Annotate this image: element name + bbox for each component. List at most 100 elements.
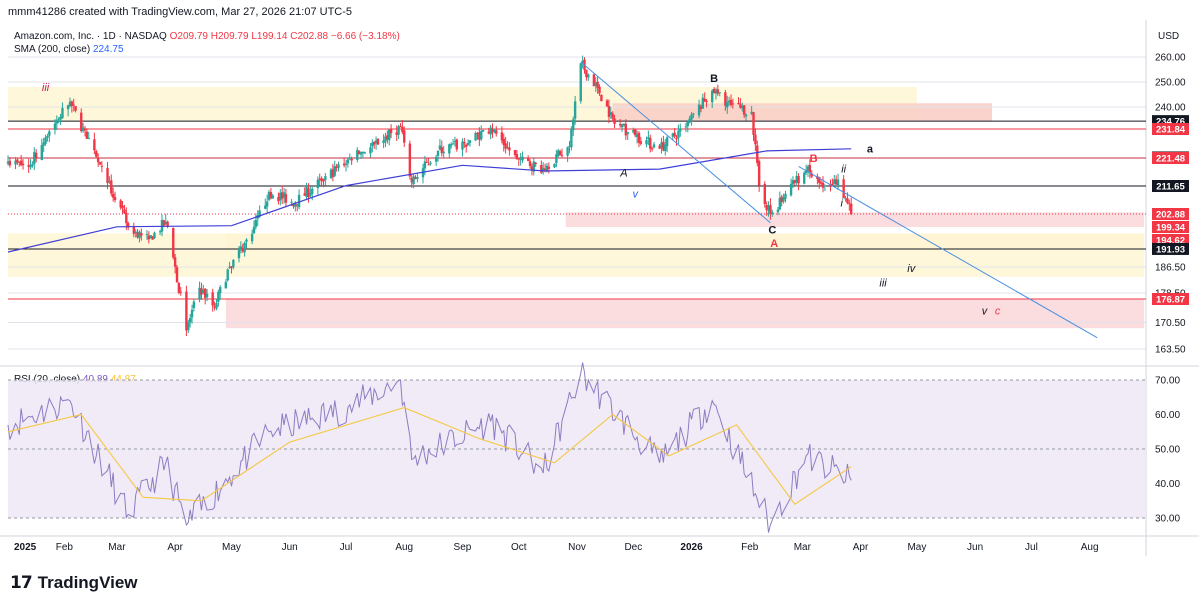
candle-body bbox=[203, 288, 207, 298]
candle-body bbox=[333, 166, 336, 176]
candle-body bbox=[134, 231, 137, 234]
candle-body bbox=[491, 128, 494, 133]
candle-body bbox=[192, 301, 196, 308]
candle-body bbox=[123, 209, 126, 214]
candle-body bbox=[673, 132, 676, 137]
candle-body bbox=[401, 126, 404, 133]
candle-body bbox=[271, 195, 274, 199]
candle-body bbox=[594, 82, 597, 86]
candle-body bbox=[726, 102, 729, 108]
candle-body bbox=[200, 288, 203, 295]
candle-body bbox=[771, 212, 774, 215]
candle-body bbox=[605, 100, 609, 107]
candle-body bbox=[425, 161, 428, 163]
time-tick-label: Aug bbox=[1081, 542, 1099, 553]
price-tag-bg bbox=[1152, 242, 1189, 255]
candle-body bbox=[506, 147, 509, 149]
candle-body bbox=[547, 166, 551, 169]
candle-body bbox=[686, 121, 689, 127]
candle-body bbox=[136, 232, 139, 238]
candle-body bbox=[455, 139, 459, 150]
candle-body bbox=[311, 188, 314, 194]
candle-body bbox=[121, 205, 124, 209]
wave-label: v bbox=[982, 305, 989, 317]
candle-body bbox=[671, 133, 674, 137]
candle-body bbox=[793, 179, 797, 183]
candle-body bbox=[716, 89, 720, 94]
candle-body bbox=[29, 164, 32, 168]
candle-body bbox=[540, 164, 543, 173]
candle-body bbox=[119, 200, 122, 208]
candle-body bbox=[403, 130, 406, 143]
candle-body bbox=[126, 223, 130, 228]
currency-label[interactable]: USD bbox=[1158, 31, 1180, 42]
candle-body bbox=[376, 138, 380, 145]
candle-body bbox=[416, 177, 419, 179]
candle-body bbox=[795, 175, 798, 184]
candle-body bbox=[254, 219, 258, 227]
candle-body bbox=[731, 103, 735, 105]
price-tag: 221.48 bbox=[1152, 152, 1189, 165]
candle-body bbox=[108, 181, 111, 183]
price-tick-label: 186.50 bbox=[1155, 263, 1186, 274]
rsi-label[interactable]: RSI (20, close) bbox=[14, 374, 81, 385]
candle-body bbox=[596, 81, 599, 89]
candle-body bbox=[265, 201, 269, 207]
price-tag: 202.88 bbox=[1152, 208, 1189, 221]
candle-body bbox=[177, 282, 181, 293]
sma-label[interactable]: SMA (200, close) bbox=[14, 44, 91, 55]
candle-body bbox=[93, 139, 96, 151]
candle-body bbox=[95, 151, 98, 157]
tradingview-mark-icon: 17 bbox=[10, 573, 33, 593]
candle-body bbox=[436, 150, 440, 156]
candle-body bbox=[147, 235, 151, 240]
candle-body bbox=[831, 183, 834, 186]
candle-body bbox=[6, 161, 10, 164]
wave-label: c bbox=[995, 305, 1001, 317]
time-tick-label: May bbox=[907, 542, 926, 553]
candle-body bbox=[701, 97, 705, 109]
candle-body bbox=[239, 246, 243, 250]
candle-body bbox=[765, 205, 768, 211]
rsi-tick-label: 70.00 bbox=[1155, 376, 1180, 387]
candle-body bbox=[179, 291, 182, 293]
wave-label: iii bbox=[879, 278, 887, 290]
candle-body bbox=[782, 197, 785, 202]
lower-pink-zone bbox=[225, 299, 1145, 329]
candle-body bbox=[175, 267, 179, 283]
candle-body bbox=[502, 138, 505, 146]
candle-body bbox=[750, 111, 753, 114]
candle-body bbox=[414, 177, 417, 179]
candle-body bbox=[478, 132, 481, 140]
candle-body bbox=[532, 161, 536, 172]
candle-body bbox=[153, 232, 156, 239]
candle-body bbox=[474, 132, 477, 141]
candle-body bbox=[8, 160, 12, 166]
candle-body bbox=[350, 158, 353, 161]
candle-body bbox=[282, 192, 286, 198]
price-tick-label: 170.50 bbox=[1155, 318, 1186, 329]
candle-body bbox=[453, 141, 457, 143]
candle-body bbox=[215, 303, 218, 309]
candle-body bbox=[42, 142, 45, 146]
candle-body bbox=[647, 137, 650, 139]
candle-body bbox=[292, 203, 295, 207]
symbol-name[interactable]: Amazon.com, Inc. · 1D · NASDAQ bbox=[14, 31, 167, 42]
candle-body bbox=[526, 158, 530, 161]
time-tick-label: Jun bbox=[967, 542, 983, 553]
candle-body bbox=[677, 130, 680, 138]
tradingview-logo[interactable]: 17 TradingView bbox=[10, 572, 138, 594]
candle-body bbox=[819, 182, 823, 184]
candle-body bbox=[329, 169, 333, 178]
candle-body bbox=[451, 143, 455, 145]
time-tick-label: Jun bbox=[282, 542, 298, 553]
candle-body bbox=[81, 127, 85, 132]
candle-body bbox=[21, 163, 25, 166]
candle-body bbox=[645, 140, 648, 145]
candle-body bbox=[515, 153, 519, 160]
candle-body bbox=[33, 152, 36, 164]
candle-body bbox=[778, 197, 782, 210]
candle-body bbox=[690, 114, 693, 120]
candle-body bbox=[635, 134, 639, 137]
